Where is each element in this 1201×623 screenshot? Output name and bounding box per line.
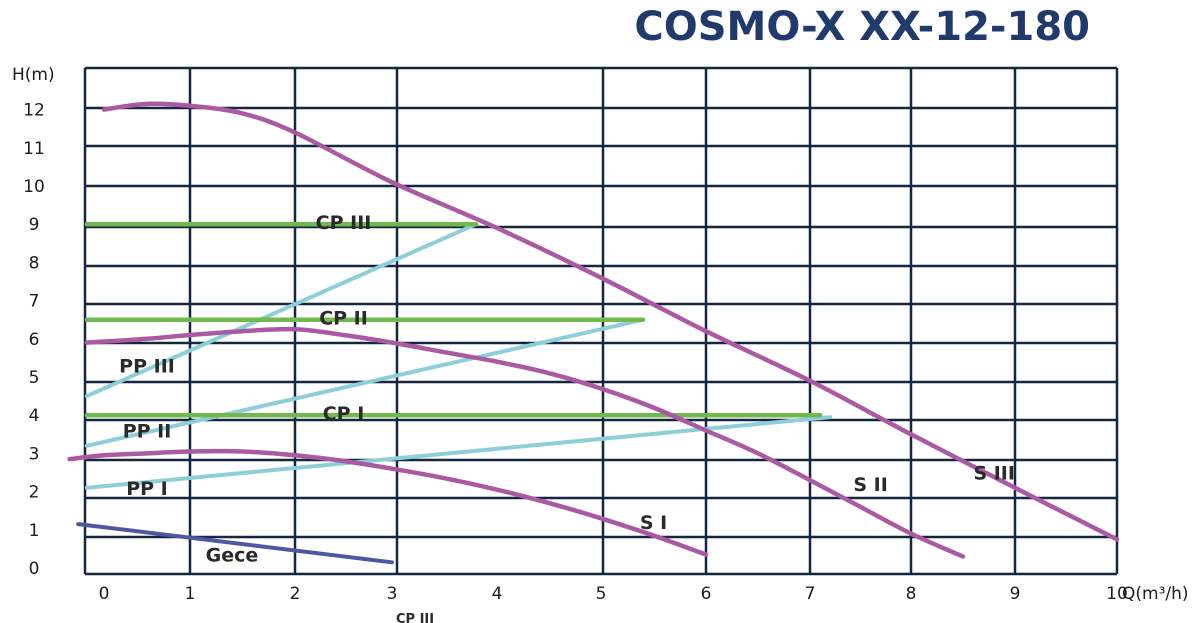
y-tick-label: 1 bbox=[29, 521, 40, 541]
y-tick-label: 10 bbox=[23, 177, 45, 197]
x-axis-label: Q(m³/h) bbox=[1122, 584, 1189, 604]
x-tick-label: 5 bbox=[596, 584, 607, 604]
y-tick-label: 11 bbox=[23, 139, 45, 159]
x-tick-label: 7 bbox=[805, 584, 816, 604]
curve-label: S II bbox=[853, 474, 887, 496]
y-tick-label: 6 bbox=[29, 330, 40, 350]
series-line-pp-ii bbox=[84, 317, 645, 448]
x-tick-label: 0 bbox=[99, 584, 110, 604]
y-axis-label: H(m) bbox=[12, 65, 55, 85]
cropped-label: CP III bbox=[396, 612, 434, 623]
y-tick-label: 8 bbox=[29, 253, 40, 273]
curve-labels: CP III CP II CP I PP III PP II PP I S I S II S I… bbox=[119, 212, 1015, 566]
y-tick-label: 0 bbox=[29, 559, 40, 579]
series-line-pp-iii bbox=[84, 222, 478, 399]
chart-title: COSMO-X XX-12-180 bbox=[634, 4, 1090, 50]
series-line-s-i bbox=[67, 448, 709, 557]
curve-label: CP III bbox=[316, 212, 372, 234]
x-tick-label: 10 bbox=[1106, 584, 1128, 604]
x-tick-label: 3 bbox=[387, 584, 398, 604]
curve-label: PP III bbox=[119, 356, 175, 378]
x-tick-label: 1 bbox=[185, 584, 196, 604]
curve-label: S III bbox=[973, 463, 1015, 485]
x-tick-label: 8 bbox=[906, 584, 917, 604]
curve-label: Gece bbox=[206, 545, 259, 567]
series-line-s-ii bbox=[84, 326, 966, 559]
y-tick-label: 7 bbox=[29, 292, 40, 312]
x-tick-label: 6 bbox=[701, 584, 712, 604]
series-line-gece bbox=[76, 522, 394, 565]
curve-label: PP II bbox=[123, 420, 172, 442]
curve-label: CP II bbox=[319, 308, 368, 330]
y-tick-label: 2 bbox=[29, 483, 40, 503]
x-tick-label: 2 bbox=[290, 584, 301, 604]
series-lines bbox=[67, 101, 1120, 565]
curve-label: S I bbox=[640, 512, 667, 534]
y-tick-label: 5 bbox=[29, 368, 40, 388]
grid bbox=[83, 66, 1119, 576]
y-tick-label: 3 bbox=[29, 444, 40, 464]
x-tick-labels: 0 1 2 3 4 5 6 7 8 9 10 bbox=[99, 584, 1128, 604]
curve-label: PP I bbox=[126, 478, 168, 500]
y-tick-label: 9 bbox=[29, 215, 40, 235]
y-tick-label: 12 bbox=[23, 101, 45, 121]
x-tick-label: 4 bbox=[492, 584, 503, 604]
x-tick-label: 9 bbox=[1010, 584, 1021, 604]
series-line-s-iii bbox=[101, 101, 1120, 542]
y-tick-label: 4 bbox=[29, 406, 40, 426]
curve-label: CP I bbox=[323, 403, 365, 425]
